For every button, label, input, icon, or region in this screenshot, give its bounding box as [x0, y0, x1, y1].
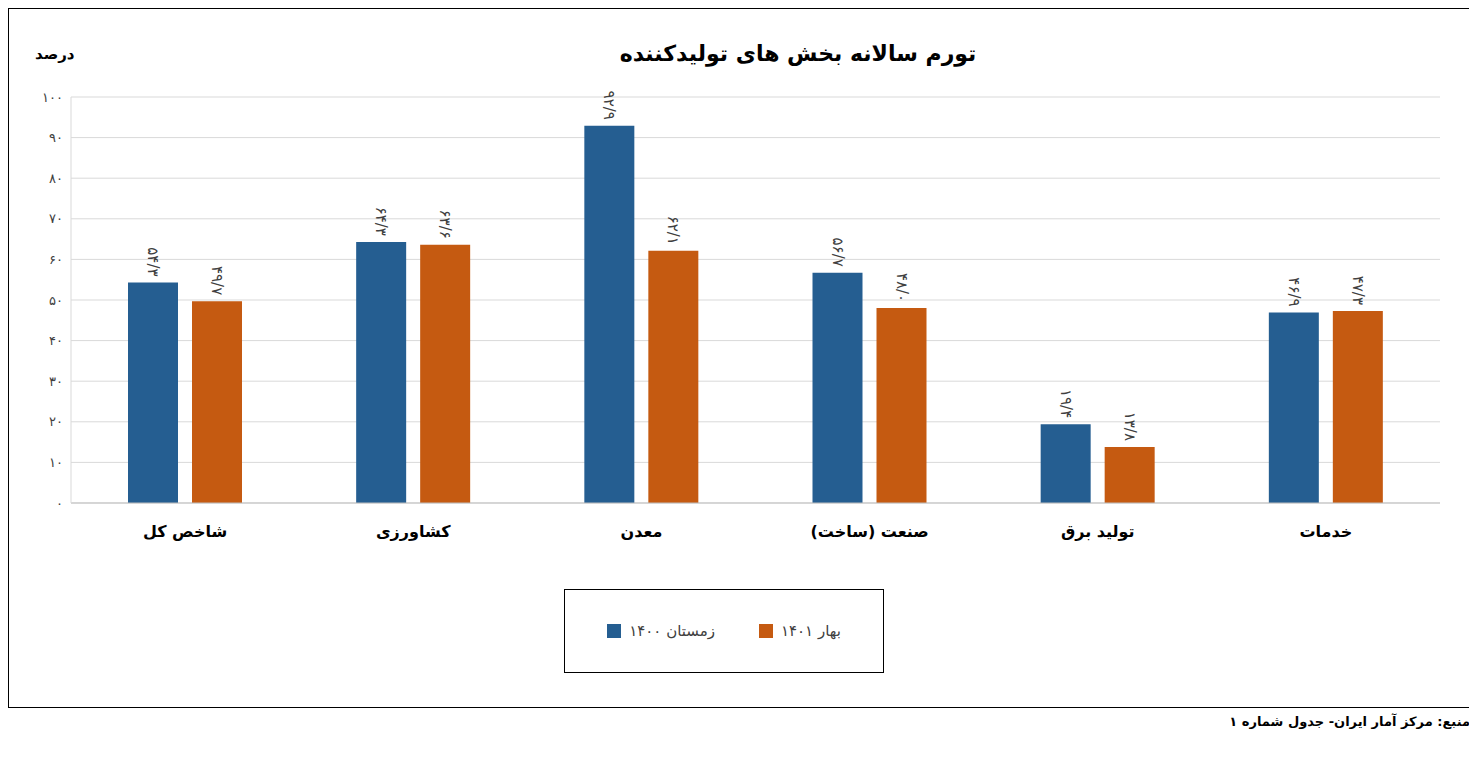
svg-text:۵۶/۷: ۵۶/۷	[829, 238, 847, 267]
html-text:درصد: درصد	[35, 45, 75, 63]
svg-text:کشاورزی: کشاورزی	[376, 522, 451, 541]
svg-text:۹۲/۹: ۹۲/۹	[600, 91, 618, 120]
svg-text:۵۴/۳: ۵۴/۳	[144, 247, 162, 276]
svg-text:۱۳/۸: ۱۳/۸	[1121, 412, 1139, 441]
svg-text:۹۰: ۹۰	[49, 130, 63, 145]
svg-text:خدمات: خدمات	[1300, 522, 1353, 541]
svg-text:۱۰: ۱۰	[49, 455, 63, 470]
svg-text:۴۹/۷: ۴۹/۷	[208, 266, 226, 295]
svg-text:۱۹/۴: ۱۹/۴	[1057, 389, 1075, 418]
svg-text:۴۸/۰: ۴۸/۰	[893, 273, 911, 302]
svg-text:۶۴/۳: ۶۴/۳	[372, 207, 390, 236]
svg-text:۰: ۰	[56, 496, 63, 511]
svg-text:۲۰: ۲۰	[49, 414, 63, 429]
html-text:منبع: مرکز آمار ایران- جدول شم: منبع: مرکز آمار ایران- جدول شماره ۱	[1229, 714, 1470, 729]
svg-text:۶۲/۱: ۶۲/۱	[664, 216, 682, 245]
svg-text:۱۰۰: ۱۰۰	[42, 90, 63, 105]
svg-text:۴۷/۳: ۴۷/۳	[1349, 276, 1367, 305]
svg-text:معدن: معدن	[620, 522, 662, 541]
svg-text:۷۰: ۷۰	[49, 211, 63, 226]
html-text:بهار ۱۴۰۱: بهار ۱۴۰۱	[780, 622, 841, 640]
svg-text:۶۰: ۶۰	[49, 252, 63, 267]
svg-text:صنعت (ساخت): صنعت (ساخت)	[810, 522, 928, 541]
svg-text:۴۶/۹: ۴۶/۹	[1285, 277, 1303, 306]
svg-text:تولید برق: تولید برق	[1061, 522, 1135, 541]
html-text:تورم سالانه بخش های تولیدکننده: تورم سالانه بخش های تولیدکننده	[619, 41, 977, 66]
html-text:زمستان ۱۴۰۰: زمستان ۱۴۰۰	[629, 622, 715, 640]
svg-text:۳۰: ۳۰	[49, 374, 63, 389]
svg-text:۶۳/۶: ۶۳/۶	[436, 210, 454, 239]
svg-text:۴۰: ۴۰	[49, 333, 63, 348]
svg-text:شاخص کل: شاخص کل	[143, 522, 227, 541]
svg-text:۸۰: ۸۰	[49, 171, 63, 186]
svg-text:۵۰: ۵۰	[49, 293, 63, 308]
